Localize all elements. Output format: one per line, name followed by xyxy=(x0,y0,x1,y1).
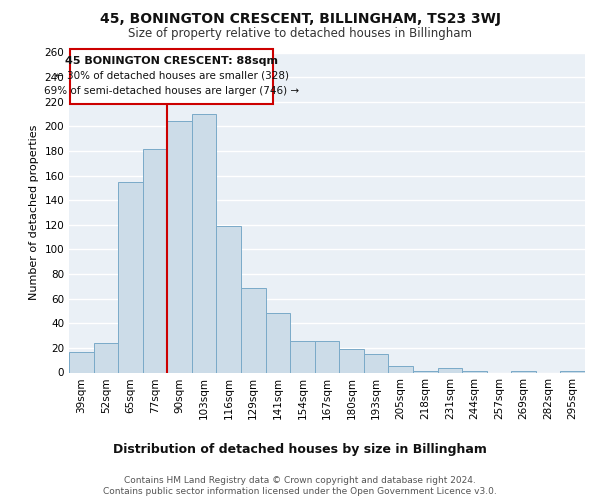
Bar xyxy=(364,354,388,372)
Bar xyxy=(192,114,217,372)
Bar xyxy=(143,148,167,372)
Bar xyxy=(241,288,266,372)
Y-axis label: Number of detached properties: Number of detached properties xyxy=(29,125,39,300)
Bar xyxy=(94,343,118,372)
Text: Size of property relative to detached houses in Billingham: Size of property relative to detached ho… xyxy=(128,28,472,40)
Text: 45, BONINGTON CRESCENT, BILLINGHAM, TS23 3WJ: 45, BONINGTON CRESCENT, BILLINGHAM, TS23… xyxy=(100,12,500,26)
Text: Contains HM Land Registry data © Crown copyright and database right 2024.: Contains HM Land Registry data © Crown c… xyxy=(124,476,476,485)
Text: Distribution of detached houses by size in Billingham: Distribution of detached houses by size … xyxy=(113,442,487,456)
Bar xyxy=(69,352,94,372)
Text: 45 BONINGTON CRESCENT: 88sqm: 45 BONINGTON CRESCENT: 88sqm xyxy=(65,56,278,66)
Text: Contains public sector information licensed under the Open Government Licence v3: Contains public sector information licen… xyxy=(103,488,497,496)
Bar xyxy=(315,340,339,372)
Bar xyxy=(266,314,290,372)
Bar xyxy=(118,182,143,372)
Bar xyxy=(388,366,413,372)
Bar xyxy=(339,349,364,372)
FancyBboxPatch shape xyxy=(70,49,273,104)
Bar xyxy=(437,368,462,372)
Text: ← 30% of detached houses are smaller (328): ← 30% of detached houses are smaller (32… xyxy=(55,71,289,81)
Bar xyxy=(167,122,192,372)
Text: 69% of semi-detached houses are larger (746) →: 69% of semi-detached houses are larger (… xyxy=(44,86,299,96)
Bar xyxy=(290,340,315,372)
Bar xyxy=(217,226,241,372)
